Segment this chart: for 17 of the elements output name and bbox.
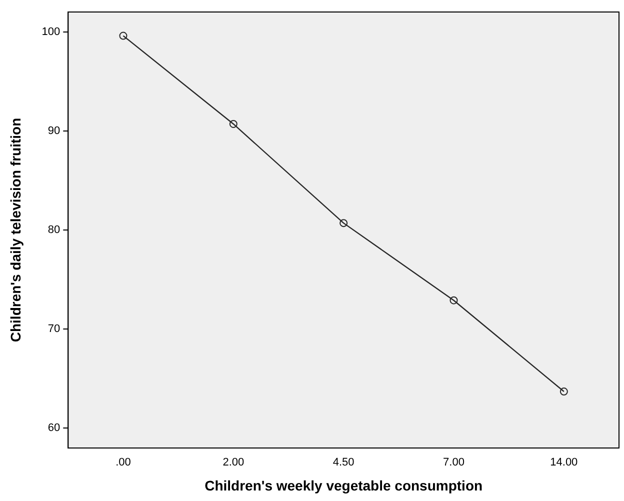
x-tick-label: 2.00 [222, 456, 244, 469]
point [560, 388, 568, 396]
point [229, 120, 238, 128]
point [340, 219, 348, 228]
x-tick-label: 7.00 [443, 456, 464, 469]
y-tick-label: 100 [42, 26, 60, 38]
x-tick-label: .00 [116, 456, 131, 469]
y-tick-label: 90 [48, 124, 60, 137]
x-tick-label: 14.00 [550, 456, 578, 469]
point [119, 32, 128, 40]
point [450, 296, 458, 304]
x-axis-title: Children's weekly vegetable consumption [204, 477, 483, 494]
y-tick-label: 60 [48, 422, 60, 434]
x-tick-label: 4.50 [332, 456, 354, 469]
y-axis-title: Children's daily television fruition [7, 118, 24, 342]
y-tick-label: 70 [48, 323, 60, 336]
y-tick-label: 80 [48, 224, 60, 236]
